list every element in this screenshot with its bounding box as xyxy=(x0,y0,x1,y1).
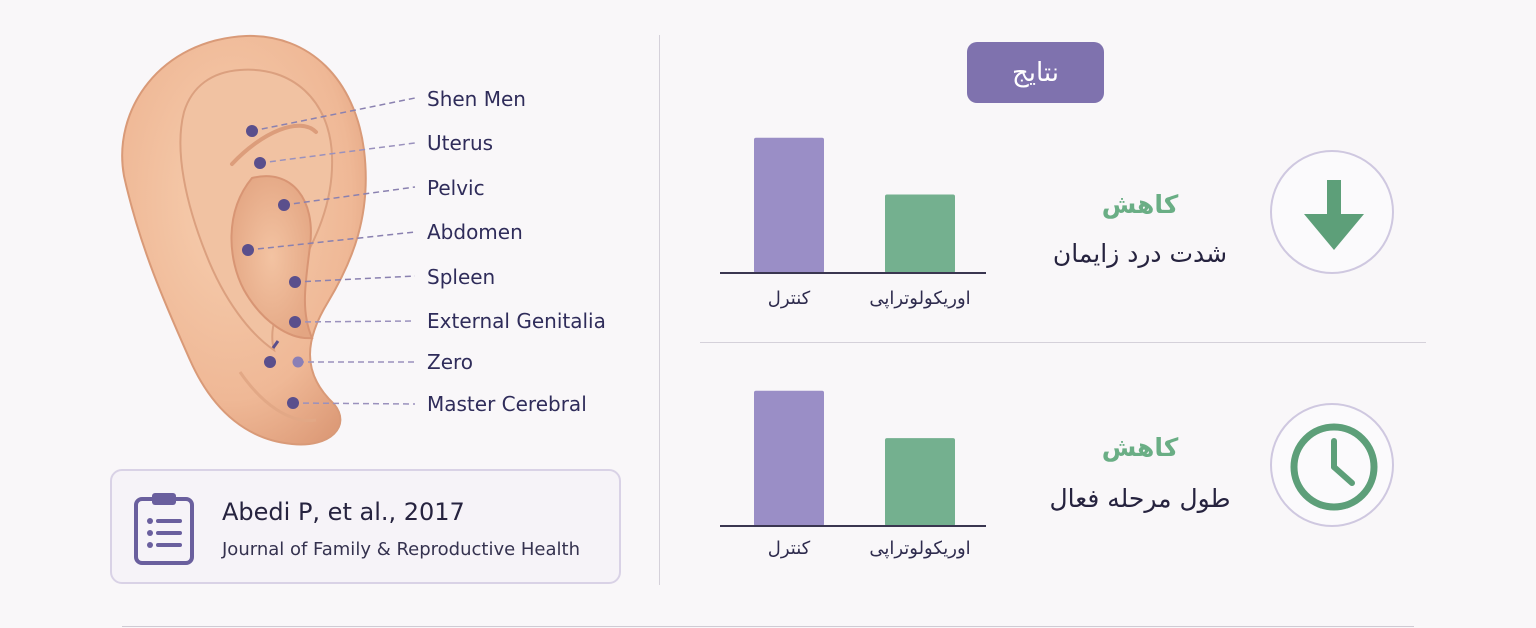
citation-journal: Journal of Family & Reproductive Health xyxy=(222,539,581,560)
ear-label-abdomen: Abdomen xyxy=(427,220,523,244)
ear-label-spleen: Spleen xyxy=(427,265,496,289)
ear-helix-crus xyxy=(230,123,318,166)
chart-1-category-auriculotherapy: اوریکولوتراپی xyxy=(869,538,971,559)
ear-acupoints xyxy=(242,125,304,409)
arrow-down-icon xyxy=(1304,180,1364,250)
acupoint-uterus xyxy=(254,157,266,169)
bottom-rule xyxy=(122,626,1414,627)
acupoint-abdomen xyxy=(242,244,254,256)
row-divider xyxy=(700,342,1426,343)
ear-label-pelvic: Pelvic xyxy=(427,176,485,200)
chart-0-category-auriculotherapy: اوریکولوتراپی xyxy=(869,288,971,309)
acupoint-pelvic xyxy=(278,199,290,211)
ear-label-shen-men: Shen Men xyxy=(427,87,526,111)
chart-1-bar-control xyxy=(754,390,824,526)
citation-card: Abedi P, et al., 2017 Journal of Family … xyxy=(110,469,621,584)
ear-label-zero: Zero xyxy=(427,350,474,374)
row-0-trend-label: کاهش xyxy=(1101,190,1179,219)
active-phase-duration-bar-chart xyxy=(720,390,986,527)
chart-0-bar-auriculotherapy xyxy=(885,194,955,273)
citation-author: Abedi P, et al., 2017 xyxy=(222,498,465,526)
row-0-icon-circle xyxy=(1270,150,1394,274)
row-1-trend-label: کاهش xyxy=(1101,433,1179,462)
acupoint-external-genitalia xyxy=(289,316,301,328)
clock-icon xyxy=(1290,423,1378,511)
row-1-icon-circle xyxy=(1270,403,1394,527)
ear-label-master-cerebral: Master Cerebral xyxy=(427,392,587,416)
chart-1-bar-auriculotherapy xyxy=(885,438,955,526)
acupoint-spleen xyxy=(289,276,301,288)
acupoint-zero-a xyxy=(264,356,276,368)
panel-divider xyxy=(659,35,660,585)
ear-label-uterus: Uterus xyxy=(427,131,494,155)
acupoint-zero-b xyxy=(292,356,304,368)
chart-0-bar-control xyxy=(754,137,824,273)
ear-concha xyxy=(230,175,314,340)
pain-intensity-bar-chart xyxy=(720,137,986,274)
ear-point-leaders xyxy=(247,97,416,405)
ear-lobe-shade xyxy=(238,371,317,422)
row-0-metric-label: شدت درد زایمان xyxy=(1052,239,1228,268)
chart-1-category-control: کنترل xyxy=(767,538,811,559)
ear-illustration xyxy=(121,34,416,446)
row-1-metric-label: طول مرحله فعال xyxy=(1049,484,1231,513)
clipboard-list-icon xyxy=(134,493,194,565)
acupoint-master-cerebral xyxy=(287,397,299,409)
results-title-badge: نتایج xyxy=(967,42,1104,103)
chart-0-category-control: کنترل xyxy=(767,288,811,309)
ear-diagram-panel: Shen Men Uterus Pelvic Abdomen Spleen Ex… xyxy=(0,0,660,628)
acupoint-shen-men xyxy=(246,125,258,137)
ear-label-external-genitalia: External Genitalia xyxy=(427,309,606,333)
